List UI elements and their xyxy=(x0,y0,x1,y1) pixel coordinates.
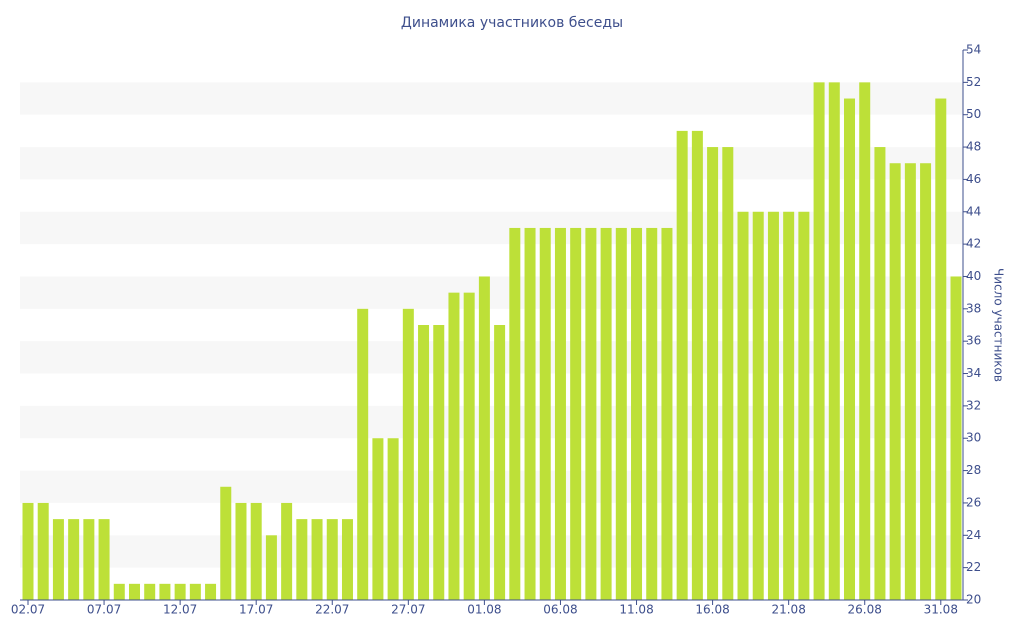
y-tick-label: 46 xyxy=(966,172,981,186)
y-tick-label: 34 xyxy=(966,366,981,380)
y-tick-label: 54 xyxy=(966,43,981,57)
x-tick-label: 27.07 xyxy=(391,603,425,617)
bar xyxy=(554,227,566,601)
bar xyxy=(767,211,779,600)
bar xyxy=(144,583,156,600)
bar xyxy=(433,325,445,600)
bar xyxy=(402,308,414,600)
bar xyxy=(372,438,384,600)
x-tick-label: 21.08 xyxy=(771,603,805,617)
bar xyxy=(600,227,612,601)
bar xyxy=(920,163,932,600)
y-tick-label: 26 xyxy=(966,495,981,509)
bar xyxy=(189,583,201,600)
x-tick-label: 12.07 xyxy=(163,603,197,617)
y-tick-label: 24 xyxy=(966,528,981,542)
y-tick-label: 48 xyxy=(966,140,981,154)
x-tick-label: 22.07 xyxy=(315,603,349,617)
bar xyxy=(950,276,962,600)
bar xyxy=(68,519,80,600)
bar xyxy=(691,130,703,600)
bar xyxy=(83,519,95,600)
bar xyxy=(798,211,810,600)
bar xyxy=(570,227,582,601)
bar xyxy=(220,486,232,600)
bar xyxy=(661,227,673,601)
bar xyxy=(585,227,597,601)
bar xyxy=(478,276,490,600)
x-tick-label: 01.08 xyxy=(467,603,501,617)
bar xyxy=(828,82,840,600)
bar xyxy=(707,147,719,600)
y-tick-label: 44 xyxy=(966,204,981,218)
y-tick-label: 30 xyxy=(966,431,981,445)
bar xyxy=(387,438,399,600)
bar xyxy=(52,519,64,600)
x-tick-label: 17.07 xyxy=(239,603,273,617)
y-tick-label: 52 xyxy=(966,75,981,89)
bar xyxy=(113,583,125,600)
bar xyxy=(37,502,49,600)
y-tick-label: 28 xyxy=(966,463,981,477)
bar xyxy=(752,211,764,600)
bar xyxy=(174,583,186,600)
bar xyxy=(676,130,688,600)
bar xyxy=(265,535,277,600)
bar xyxy=(874,147,886,600)
bar xyxy=(311,519,323,600)
bar xyxy=(448,292,460,600)
bar xyxy=(357,308,369,600)
x-tick-label: 07.07 xyxy=(87,603,121,617)
bar xyxy=(509,227,521,601)
y-tick-label: 42 xyxy=(966,237,981,251)
bar xyxy=(737,211,749,600)
y-tick-label: 36 xyxy=(966,334,981,348)
bar xyxy=(128,583,140,600)
y-tick-label: 22 xyxy=(966,560,981,574)
x-tick-label: 06.08 xyxy=(543,603,577,617)
x-tick-label: 31.08 xyxy=(924,603,958,617)
bar xyxy=(722,147,734,600)
bar xyxy=(889,163,901,600)
bar xyxy=(813,82,825,600)
grid-band xyxy=(20,147,963,180)
bar xyxy=(844,98,856,600)
bar xyxy=(418,325,430,600)
bar xyxy=(463,292,475,600)
bar xyxy=(904,163,916,600)
bar xyxy=(235,502,247,600)
bar xyxy=(615,227,627,601)
x-tick-label: 11.08 xyxy=(619,603,653,617)
x-tick-label: 02.07 xyxy=(11,603,45,617)
y-tick-label: 20 xyxy=(966,593,981,607)
bar xyxy=(281,502,293,600)
y-tick-label: 40 xyxy=(966,269,981,283)
bar xyxy=(539,227,551,601)
bar xyxy=(859,82,871,600)
bar xyxy=(22,502,34,600)
bar xyxy=(646,227,658,601)
x-tick-label: 16.08 xyxy=(695,603,729,617)
bar xyxy=(524,227,536,601)
bar xyxy=(159,583,171,600)
bar xyxy=(631,227,643,601)
bar xyxy=(296,519,308,600)
y-axis-label: Число участников xyxy=(992,268,1006,382)
chart-title: Динамика участников беседы xyxy=(401,15,623,31)
y-tick-label: 50 xyxy=(966,107,981,121)
bar xyxy=(98,519,110,600)
bar xyxy=(935,98,947,600)
bar xyxy=(341,519,353,600)
bar xyxy=(326,519,338,600)
y-tick-label: 38 xyxy=(966,301,981,315)
grid-band xyxy=(20,82,963,115)
bar xyxy=(494,325,506,600)
y-tick-label: 32 xyxy=(966,398,981,412)
bar xyxy=(783,211,795,600)
bar xyxy=(250,502,262,600)
x-tick-label: 26.08 xyxy=(848,603,882,617)
bar xyxy=(205,583,217,600)
